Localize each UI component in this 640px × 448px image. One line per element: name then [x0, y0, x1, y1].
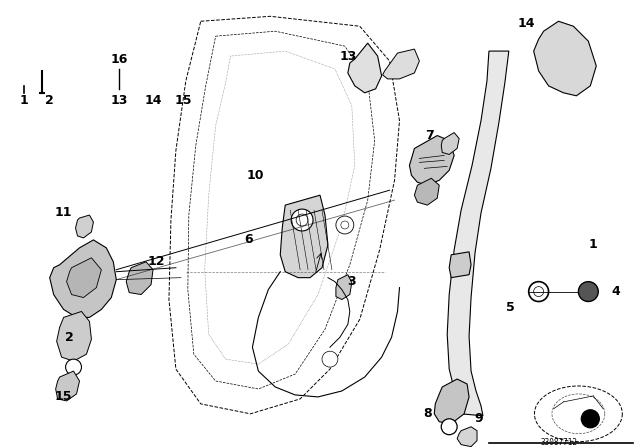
Polygon shape	[336, 275, 352, 300]
Circle shape	[296, 214, 308, 226]
Polygon shape	[415, 178, 439, 205]
Polygon shape	[441, 133, 459, 155]
Circle shape	[291, 209, 313, 231]
Polygon shape	[447, 51, 509, 416]
Text: 14: 14	[518, 17, 536, 30]
Text: 15: 15	[55, 390, 72, 403]
Text: 14: 14	[144, 94, 162, 107]
Polygon shape	[348, 43, 381, 93]
Text: 5: 5	[506, 301, 515, 314]
Circle shape	[322, 351, 338, 367]
Polygon shape	[50, 240, 116, 318]
Text: 10: 10	[246, 169, 264, 182]
Circle shape	[441, 419, 457, 435]
Text: 6: 6	[244, 233, 253, 246]
Circle shape	[341, 221, 349, 229]
Polygon shape	[410, 136, 454, 185]
Polygon shape	[449, 252, 471, 278]
Circle shape	[336, 216, 354, 234]
Text: 2: 2	[65, 331, 74, 344]
Polygon shape	[534, 21, 596, 96]
Polygon shape	[67, 258, 101, 297]
Text: 1: 1	[19, 94, 28, 107]
Text: 4: 4	[612, 285, 621, 298]
Text: 3: 3	[348, 275, 356, 288]
Circle shape	[579, 282, 598, 302]
Circle shape	[534, 287, 543, 297]
Polygon shape	[126, 262, 153, 294]
Text: 13: 13	[339, 50, 356, 63]
Text: 12: 12	[147, 255, 164, 268]
Polygon shape	[76, 215, 93, 238]
Text: 8: 8	[423, 407, 431, 420]
Text: 13: 13	[111, 94, 128, 107]
Polygon shape	[457, 427, 477, 447]
Text: 7: 7	[425, 129, 434, 142]
Text: 2: 2	[45, 94, 54, 107]
Polygon shape	[56, 371, 79, 401]
Circle shape	[65, 359, 81, 375]
Text: 1: 1	[589, 238, 598, 251]
Polygon shape	[280, 195, 328, 278]
Circle shape	[581, 410, 599, 428]
Circle shape	[529, 282, 548, 302]
Text: 9: 9	[475, 412, 483, 425]
Text: 16: 16	[111, 52, 128, 65]
Text: 33087712: 33087712	[540, 438, 577, 447]
Polygon shape	[57, 311, 92, 361]
Polygon shape	[383, 49, 419, 79]
Text: 11: 11	[55, 206, 72, 219]
Polygon shape	[435, 379, 469, 424]
Text: 15: 15	[174, 94, 191, 107]
